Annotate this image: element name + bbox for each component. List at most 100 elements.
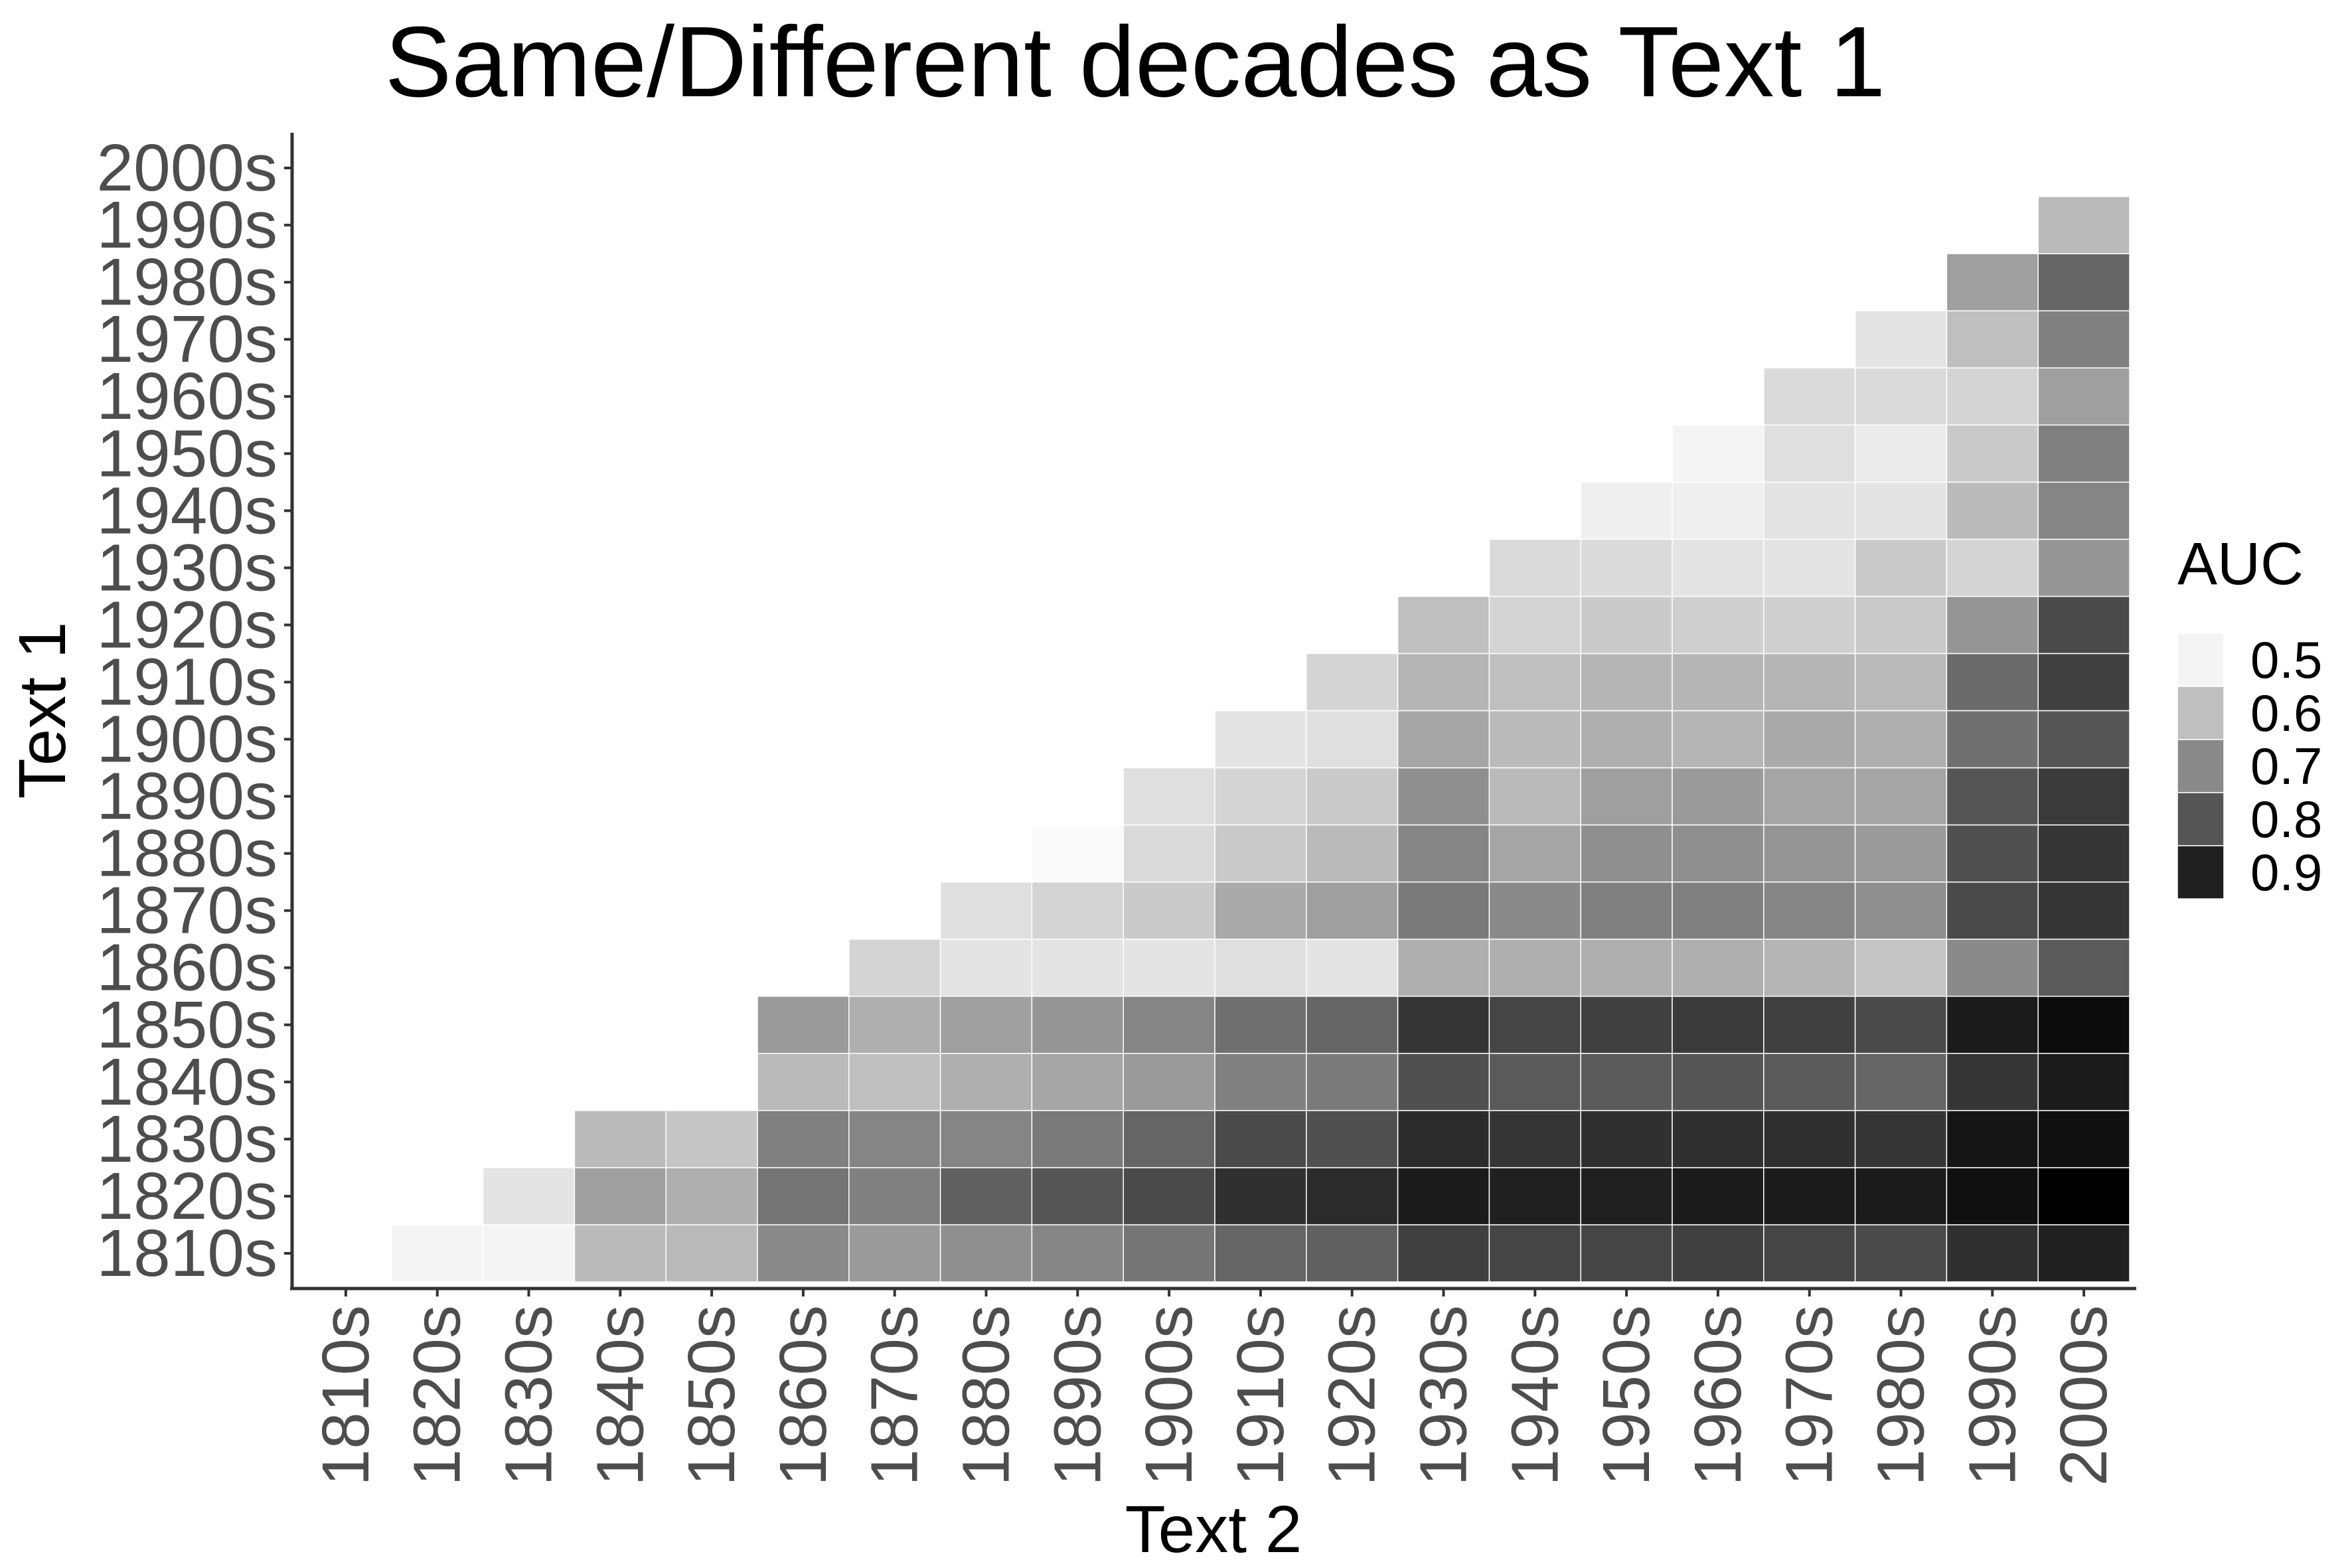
heatmap-cell-1820s-1870s <box>848 1167 941 1225</box>
y-tick-label: 1920s <box>97 588 277 662</box>
heatmap-cell-1830s-1860s <box>757 1110 850 1168</box>
heatmap-cell-1840s-2000s <box>2037 1053 2130 1111</box>
heatmap-cell-1820s-2000s <box>2037 1167 2130 1225</box>
heatmap-cell-1830s-1900s <box>1123 1110 1215 1168</box>
heatmap-cell-1870s-1940s <box>1488 881 1581 940</box>
y-tick-label: 1910s <box>97 645 277 719</box>
heatmap-cell-1960s-1980s <box>1854 367 1948 426</box>
heatmap-cell-1870s-1970s <box>1763 881 1856 940</box>
heatmap-cell-1850s-1910s <box>1214 996 1307 1054</box>
x-tick-label: 2000s <box>2047 1305 2121 1486</box>
legend-key-swatch <box>2177 845 2225 900</box>
heatmap-cell-1810s-1830s <box>482 1224 576 1283</box>
heatmap-cell-1840s-1990s <box>1946 1053 2039 1111</box>
heatmap-cell-1830s-1880s <box>939 1110 1033 1168</box>
heatmap-cell-1830s-1870s <box>848 1110 941 1168</box>
heatmap-cell-1880s-1950s <box>1580 824 1673 883</box>
heatmap-cell-1810s-1850s <box>665 1224 758 1283</box>
heatmap-cell-1860s-1980s <box>1854 938 1948 997</box>
heatmap-cell-1830s-1920s <box>1306 1110 1399 1168</box>
heatmap-cell-1870s-2000s <box>2037 881 2130 940</box>
heatmap-cell-1900s-1960s <box>1672 710 1764 769</box>
heatmap-cell-1830s-1960s <box>1672 1110 1764 1168</box>
x-tick-label: 1930s <box>1407 1305 1481 1486</box>
heatmap-cell-1980s-2000s <box>2037 253 2130 311</box>
heatmap-cell-1860s-1880s <box>939 938 1033 997</box>
heatmap-cell-1860s-1870s <box>848 938 941 997</box>
heatmap-cell-1950s-2000s <box>2037 424 2130 483</box>
heatmap-cell-1890s-1960s <box>1672 767 1764 826</box>
heatmap-cell-1880s-1920s <box>1306 824 1399 883</box>
x-tick-label: 1840s <box>583 1305 657 1486</box>
legend-key-label: 0.8 <box>2250 790 2322 848</box>
heatmap-cell-1920s-1980s <box>1854 595 1948 655</box>
legend-key-label: 0.6 <box>2250 684 2322 742</box>
heatmap-cell-1930s-1950s <box>1580 538 1673 597</box>
heatmap-cell-1840s-1980s <box>1854 1053 1948 1111</box>
heatmap-cell-1920s-2000s <box>2037 595 2130 655</box>
heatmap-cell-1900s-1920s <box>1306 710 1399 769</box>
heatmap-cell-1880s-1890s <box>1031 824 1124 883</box>
y-tick-label: 1950s <box>97 416 277 491</box>
x-tick-label: 1810s <box>309 1305 383 1486</box>
heatmap-cell-1850s-1950s <box>1580 996 1673 1054</box>
x-tick-label: 1900s <box>1132 1305 1206 1486</box>
y-tick-label: 2000s <box>97 131 277 205</box>
heatmap-cell-1890s-2000s <box>2037 767 2130 826</box>
heatmap-cell-1920s-1970s <box>1763 595 1856 655</box>
heatmap-cell-1860s-1950s <box>1580 938 1673 997</box>
heatmap-cell-1820s-1920s <box>1306 1167 1399 1225</box>
heatmap-cell-1940s-1970s <box>1763 481 1856 540</box>
heatmap-cell-1910s-1990s <box>1946 653 2039 712</box>
heatmap-cell-1850s-1940s <box>1488 996 1581 1054</box>
x-tick-label: 1890s <box>1040 1305 1115 1486</box>
y-tick-label: 1820s <box>97 1159 277 1233</box>
heatmap-cell-1900s-1940s <box>1488 710 1581 769</box>
heatmap-cell-1840s-1920s <box>1306 1053 1399 1111</box>
heatmap-cell-1860s-1930s <box>1397 938 1490 997</box>
y-tick-label: 1980s <box>97 245 277 319</box>
y-tick-label: 1830s <box>97 1102 277 1176</box>
heatmap-cell-1820s-1960s <box>1672 1167 1764 1225</box>
heatmap-cell-1880s-2000s <box>2037 824 2130 883</box>
heatmap-cell-1870s-1890s <box>1031 881 1124 940</box>
heatmap-cell-1810s-1890s <box>1031 1224 1124 1283</box>
heatmap-cell-1850s-1890s <box>1031 996 1124 1054</box>
heatmap-cell-1830s-1990s <box>1946 1110 2039 1168</box>
y-tick-label: 1880s <box>97 817 277 891</box>
y-tick-label: 1970s <box>97 302 277 376</box>
heatmap-cell-1950s-1960s <box>1672 424 1764 483</box>
x-tick-label: 1990s <box>1955 1305 2029 1486</box>
heatmap-cell-1890s-1930s <box>1397 767 1490 826</box>
heatmap-cell-1810s-1930s <box>1397 1224 1490 1283</box>
heatmap-cell-1860s-1940s <box>1488 938 1581 997</box>
heatmap-cell-1820s-1880s <box>939 1167 1033 1225</box>
heatmap-cell-1850s-1990s <box>1946 996 2039 1054</box>
heatmap-cell-1900s-2000s <box>2037 710 2130 769</box>
heatmap-cell-1970s-1980s <box>1854 310 1948 368</box>
heatmap-cell-1810s-1820s <box>391 1224 484 1283</box>
heatmap-cell-1870s-1910s <box>1214 881 1307 940</box>
heatmap-cell-1840s-1970s <box>1763 1053 1856 1111</box>
heatmap-cell-1880s-1930s <box>1397 824 1490 883</box>
legend-key-swatch <box>2177 792 2225 846</box>
heatmap-cell-1820s-1940s <box>1488 1167 1581 1225</box>
heatmap-cell-1980s-1990s <box>1946 253 2039 311</box>
x-tick-label: 1920s <box>1315 1305 1389 1486</box>
heatmap-cell-1860s-1920s <box>1306 938 1399 997</box>
heatmap-cell-1850s-1980s <box>1854 996 1948 1054</box>
heatmap-cell-1880s-1910s <box>1214 824 1307 883</box>
heatmap-cell-1900s-1930s <box>1397 710 1490 769</box>
heatmap-cell-1930s-1990s <box>1946 538 2039 597</box>
heatmap-cell-1830s-1970s <box>1763 1110 1856 1168</box>
heatmap-cell-1890s-1950s <box>1580 767 1673 826</box>
heatmap-cell-1880s-1900s <box>1123 824 1215 883</box>
y-axis-ticks: 1810s1820s1830s1840s1850s1860s1870s1880s… <box>97 131 292 1291</box>
legend: AUC 0.50.60.70.80.9 <box>2177 531 2322 902</box>
heatmap-cell-1930s-1970s <box>1763 538 1856 597</box>
heatmap-cell-1830s-1930s <box>1397 1110 1490 1168</box>
heatmap-cell-1840s-1890s <box>1031 1053 1124 1111</box>
heatmap-cell-1920s-1930s <box>1397 595 1490 655</box>
heatmap-cell-1810s-1950s <box>1580 1224 1673 1283</box>
heatmap-cell-1920s-1990s <box>1946 595 2039 655</box>
